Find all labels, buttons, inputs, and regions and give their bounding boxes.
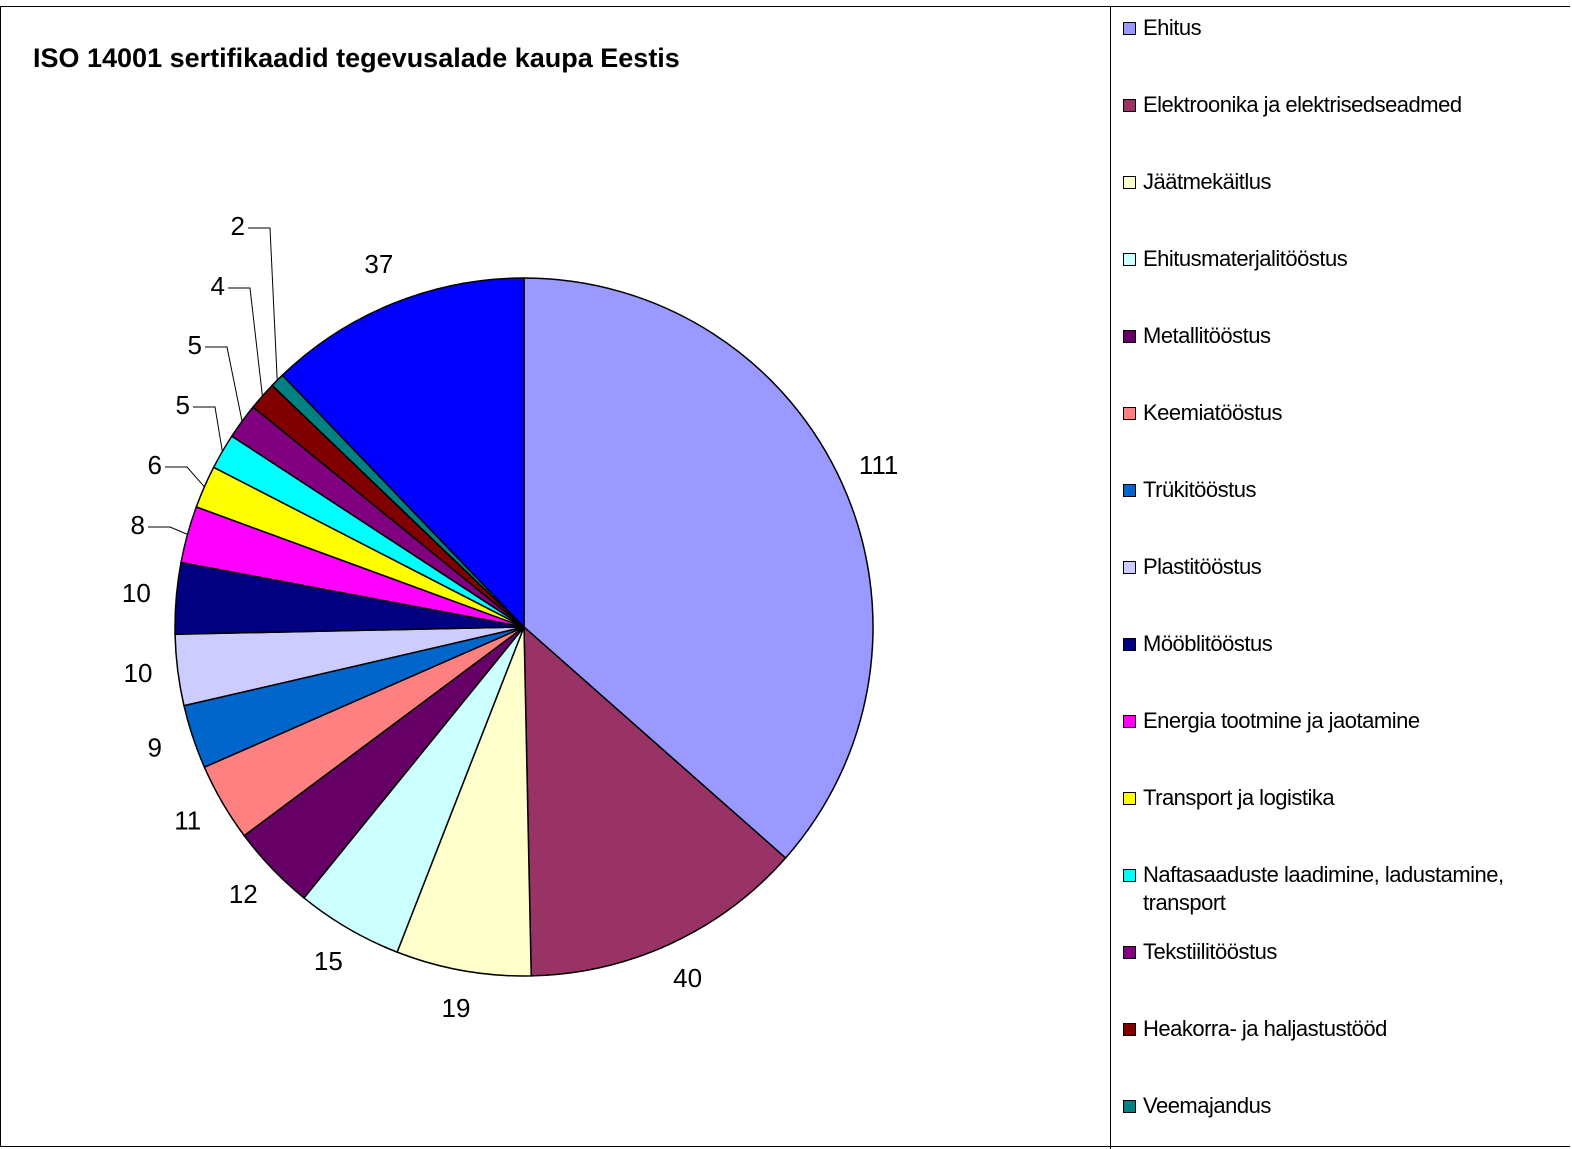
legend-swatch bbox=[1123, 484, 1136, 497]
data-label: 11 bbox=[174, 806, 201, 836]
legend-item: Jäätmekäitlus bbox=[1121, 168, 1571, 196]
data-label: 10 bbox=[124, 658, 153, 688]
legend-item: Plastitööstus bbox=[1121, 553, 1571, 581]
data-label: 12 bbox=[229, 879, 258, 909]
legend-swatch bbox=[1123, 253, 1136, 266]
pie-slice bbox=[523, 277, 874, 860]
legend-swatch bbox=[1123, 946, 1136, 959]
legend-label: Naftasaaduste laadimine, ladustamine, tr… bbox=[1143, 862, 1504, 915]
legend-swatch bbox=[1123, 715, 1136, 728]
legend-item: Mööblitööstus bbox=[1121, 630, 1571, 658]
legend-swatch bbox=[1123, 561, 1136, 574]
data-label: 4 bbox=[211, 271, 225, 301]
legend-item: Energia tootmine ja jaotamine bbox=[1121, 707, 1571, 735]
legend-item: Ehitus bbox=[1121, 14, 1571, 42]
legend-label: Plastitööstus bbox=[1143, 554, 1262, 579]
legend-label: Veemajandus bbox=[1143, 1093, 1271, 1118]
data-label: 111 bbox=[859, 450, 899, 480]
leader-line bbox=[193, 406, 223, 452]
data-label: 6 bbox=[148, 450, 162, 480]
legend-swatch bbox=[1123, 330, 1136, 343]
legend-item: Elektroonika ja elektrisedseadmed bbox=[1121, 91, 1571, 119]
legend-label: Metallitööstus bbox=[1143, 323, 1271, 348]
legend-item: Tekstiilitööstus bbox=[1121, 938, 1571, 966]
legend-label: Heakorra- ja haljastustööd bbox=[1143, 1016, 1387, 1041]
pie-slice bbox=[523, 625, 787, 977]
legend-item: Ehitusmaterjalitööstus bbox=[1121, 245, 1571, 273]
leader-line bbox=[205, 346, 243, 422]
legend-label: Ehitusmaterjalitööstus bbox=[1143, 246, 1348, 271]
leader-line bbox=[165, 466, 205, 488]
legend-label: Trükitööstus bbox=[1143, 477, 1257, 502]
leader-line bbox=[248, 227, 278, 381]
data-label: 40 bbox=[673, 963, 702, 993]
legend-swatch bbox=[1123, 1100, 1136, 1113]
legend-label: Mööblitööstus bbox=[1143, 631, 1273, 656]
legend-swatch bbox=[1123, 792, 1136, 805]
pie-slice bbox=[396, 626, 532, 977]
legend-item: Trükitööstus bbox=[1121, 476, 1571, 504]
legend-swatch bbox=[1123, 869, 1136, 882]
legend-item: Heakorra- ja haljastustööd bbox=[1121, 1015, 1571, 1043]
legend-label: Tekstiilitööstus bbox=[1143, 939, 1277, 964]
legend-label: Transport ja logistika bbox=[1143, 785, 1335, 810]
leader-line bbox=[148, 526, 188, 535]
legend-swatch bbox=[1123, 638, 1136, 651]
legend-item: Keemiatööstus bbox=[1121, 399, 1571, 427]
legend-swatch bbox=[1123, 22, 1136, 35]
pie-slice bbox=[281, 277, 525, 629]
legend-label: Elektroonika ja elektrisedseadmed bbox=[1143, 92, 1462, 117]
legend-swatch bbox=[1123, 407, 1136, 420]
chart: ISO 14001 sertifikaadid tegevusalade kau… bbox=[33, 43, 899, 1023]
legend-label: Ehitus bbox=[1143, 15, 1202, 40]
data-label: 9 bbox=[148, 732, 162, 762]
legend: Ehitus Elektroonika ja elektrisedseadmed J… bbox=[1110, 6, 1572, 1149]
legend-swatch bbox=[1123, 1023, 1136, 1036]
chart-title: ISO 14001 sertifikaadid tegevusalade kau… bbox=[33, 43, 680, 73]
legend-label: Keemiatööstus bbox=[1143, 400, 1283, 425]
legend-item: Naftasaaduste laadimine, ladustamine, tr… bbox=[1121, 861, 1571, 917]
data-label: 10 bbox=[122, 578, 151, 608]
data-label: 5 bbox=[176, 390, 190, 420]
data-label: 37 bbox=[364, 249, 393, 279]
legend-item: Metallitööstus bbox=[1121, 322, 1571, 350]
legend-item: Veemajandus bbox=[1121, 1092, 1571, 1120]
data-label: 19 bbox=[442, 993, 471, 1023]
data-label: 15 bbox=[314, 946, 343, 976]
data-label: 8 bbox=[131, 510, 145, 540]
chart-frame bbox=[0, 6, 1570, 1147]
legend-item: Transport ja logistika bbox=[1121, 784, 1571, 812]
legend-label: Jäätmekäitlus bbox=[1143, 169, 1272, 194]
legend-label: Energia tootmine ja jaotamine bbox=[1143, 708, 1420, 733]
legend-swatch bbox=[1123, 99, 1136, 112]
leader-line bbox=[228, 287, 263, 397]
data-label: 2 bbox=[231, 211, 245, 241]
data-label: 5 bbox=[188, 330, 202, 360]
legend-swatch bbox=[1123, 176, 1136, 189]
